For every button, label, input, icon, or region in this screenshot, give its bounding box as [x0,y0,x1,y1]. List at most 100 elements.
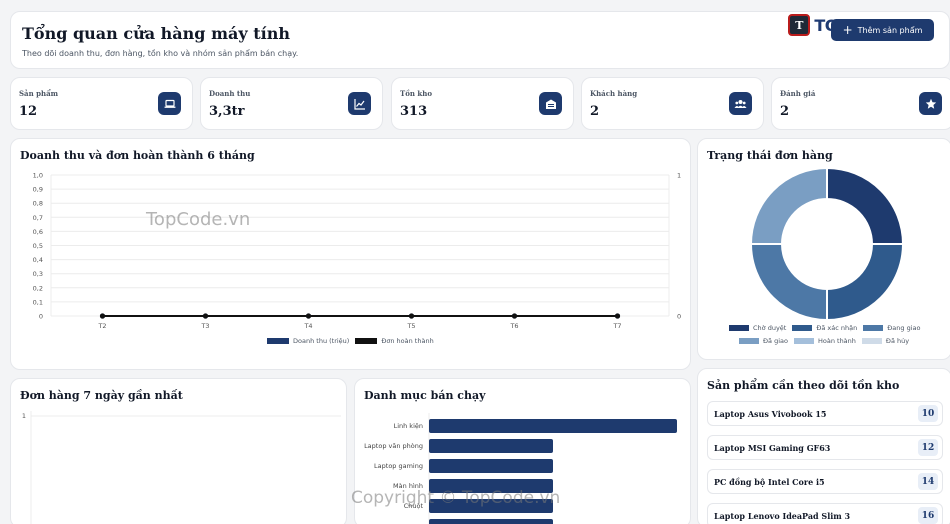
status-chart-card: Trạng thái đơn hàng Chờ duyệt Đã xác nhậ… [697,138,950,360]
legend-swatch [729,325,749,331]
dashboard-header: Tổng quan cửa hàng máy tính Theo dõi doa… [10,11,950,69]
orders-7days-title: Đơn hàng 7 ngày gần nhất [20,389,183,402]
stat-value: 12 [19,104,38,119]
legend-status-2: Đang giao [863,324,920,332]
stat-card-stock: Tồn kho 313 [391,77,574,130]
stock-count-badge: 16 [918,507,938,524]
top-categories-card: Danh mục bán chạy Linh kiện Laptop văn ph… [354,378,691,524]
category-label: Màn hình [393,482,423,490]
data-point [202,313,209,319]
stat-value: 313 [400,104,428,119]
data-point [511,313,518,319]
list-item[interactable]: PC đồng bộ Intel Core i5 14 [707,469,943,494]
stat-label: Đánh giá [780,89,816,98]
legend-swatch [355,338,378,344]
x-tick-label: T2 [97,322,106,330]
category-label: Chuột [404,502,424,510]
category-bar [429,519,553,524]
legend-status-label: Đang giao [887,324,921,332]
legend-status-4: Hoàn thành [793,337,856,345]
x-tick-label: T7 [612,322,621,330]
donut-slice [826,166,905,245]
legend-swatch [739,338,759,344]
stat-label: Sản phẩm [19,89,59,98]
y2-tick-label: 1 [677,172,681,180]
category-bar [429,439,553,453]
legend-swatch [792,325,813,331]
legend-revenue-label: Doanh thu (triệu) [293,337,350,345]
donut-slice [826,243,905,322]
x-tick-label: T3 [200,322,209,330]
revenue-chart-title: Doanh thu và đơn hoàn thành 6 tháng [20,149,255,162]
y-tick-label: 0,5 [33,242,43,250]
orders-7days-chart: 1 [22,411,341,524]
stat-card-products: Sản phẩm 12 [10,77,193,130]
y-tick-label: 0,2 [33,284,43,292]
legend-status-3: Đã giao [739,337,788,345]
x-tick-label: T4 [303,322,312,330]
warehouse-icon [539,92,562,115]
top-categories-chart: Linh kiện Laptop văn phòng Laptop gaming Mà… [364,413,677,524]
revenue-legend: Doanh thu (triệu) Đơn hoàn thành [267,337,434,345]
data-point [305,313,312,319]
category-bar [429,419,677,433]
stat-card-customers: Khách hàng 2 [581,77,764,130]
status-chart-title: Trạng thái đơn hàng [707,149,833,162]
legend-revenue: Doanh thu (triệu) [267,337,349,345]
category-label: Laptop gaming [374,462,423,470]
category-label: Linh kiện [394,422,423,430]
list-item[interactable]: Laptop Lenovo IdeaPad Slim 3 16 [707,503,943,524]
legend-swatch [861,338,882,344]
product-name: Laptop Lenovo IdeaPad Slim 3 [714,510,851,521]
legend-status-5: Đã hủy [861,337,909,345]
stat-label: Doanh thu [209,89,251,98]
x-tick-label: T5 [406,322,415,330]
y-tick-label: 0,6 [33,228,43,236]
stock-count-badge: 10 [918,405,938,422]
y2-tick-label: 0 [677,313,681,321]
y-tick-label: 0,9 [33,186,43,194]
stock-watch-card: Sản phẩm cần theo dõi tồn kho Laptop Asu… [697,368,950,524]
status-donut-chart [749,166,905,322]
list-item[interactable]: Laptop Asus Vivobook 15 10 [707,401,943,426]
legend-swatch [793,338,814,344]
y-tick-label: 1 [22,412,26,420]
y-tick-label: 0 [39,313,43,321]
y-tick-label: 0,8 [33,200,43,208]
donut-slice [749,243,828,322]
revenue-chart-card: Doanh thu và đơn hoàn thành 6 tháng 1,0 0… [10,138,691,370]
watermark-center: TopCode.vn [146,209,251,230]
data-point [614,313,621,319]
legend-status-label: Đã xác nhận [816,324,858,332]
y-tick-label: 0,7 [33,214,43,222]
users-icon [729,92,752,115]
stat-card-revenue: Doanh thu 3,3tr [200,77,383,130]
logo-mark: T [788,14,811,36]
laptop-icon [158,92,181,115]
list-item[interactable]: Laptop MSI Gaming GF63 12 [707,435,943,460]
stat-value: 2 [780,104,790,119]
status-legend-row1: Chờ duyệt Đã xác nhận Đang giao [729,324,920,332]
data-point [99,313,106,319]
stat-label: Tồn kho [400,89,433,98]
legend-status-label: Đã giao [763,337,788,345]
stat-value: 3,3tr [209,104,245,119]
add-product-label: Thêm sản phẩm [857,25,923,35]
legend-status-label: Chờ duyệt [753,324,787,332]
add-product-button[interactable]: + Thêm sản phẩm [831,19,934,41]
product-name: Laptop MSI Gaming GF63 [714,442,831,453]
stat-card-reviews: Đánh giá 2 [771,77,950,130]
y-tick-label: 0,3 [33,270,43,278]
data-point [408,313,415,319]
category-bar [429,459,553,473]
legend-swatch [863,325,884,331]
page-title: Tổng quan cửa hàng máy tính [22,24,290,43]
watermark-copyright: Copyright © TopCode.vn [351,488,561,508]
stat-value: 2 [590,104,600,119]
stock-watch-title: Sản phẩm cần theo dõi tồn kho [707,379,900,392]
legend-status-0: Chờ duyệt [729,324,786,332]
plus-icon: + [842,23,853,37]
page-subtitle: Theo dõi doanh thu, đơn hàng, tồn kho và… [22,49,299,58]
y-tick-label: 0,1 [33,298,43,306]
revenue-chart: 1,0 0,9 0,8 0,7 0,6 0,5 0,4 0,3 0,2 0,1 0 1 0 T2 T3 T4 T… [33,172,681,331]
